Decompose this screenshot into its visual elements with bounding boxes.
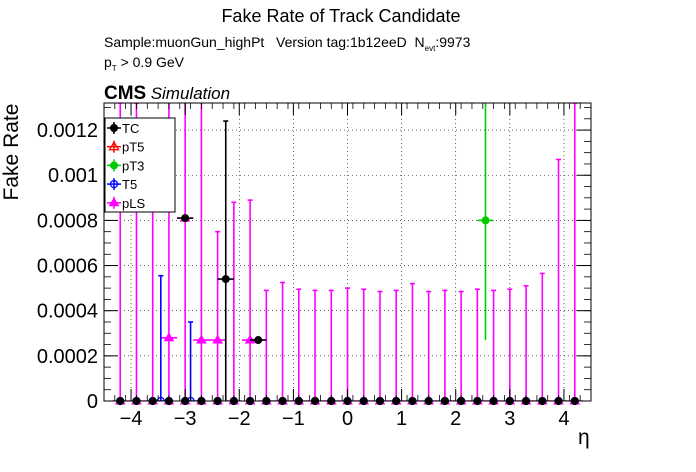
zero-marker-group [260, 395, 272, 406]
point-TC [221, 275, 230, 284]
series-T5 [152, 274, 199, 401]
x-tick-label: 4 [558, 408, 569, 430]
series-pT3 [477, 103, 494, 341]
legend-marker-pT5 [108, 140, 120, 151]
pt-subscript: T [111, 63, 117, 73]
series-TC [177, 120, 267, 401]
chart-subtitle-line1: Sample:muonGun_highPt Version tag:1b12ee… [104, 34, 470, 53]
legend-marker-pLS [108, 197, 120, 207]
legend-label-TC: TC [122, 121, 139, 136]
axis-tick-labels: −4 −3 −2 −1 0 1 2 3 4 0 0.0002 0.0004 0.0006 0.0008 0.… [37, 120, 570, 430]
simulation-text: Simulation [150, 84, 231, 103]
y-tick-label: 0 [87, 391, 98, 413]
y-tick-label: 0.0006 [37, 256, 98, 278]
point-pT3 [481, 216, 490, 225]
legend-label-T5: T5 [122, 177, 137, 192]
sample-label: Sample:muonGun_highPt [104, 34, 265, 50]
pt-label: p [104, 54, 112, 70]
point-pLS [212, 334, 224, 344]
x-tick-label: 0 [342, 408, 353, 430]
y-axis-label: Fake Rate [0, 103, 23, 201]
legend-label-pLS: pLS [122, 196, 145, 211]
point-pLS [163, 332, 175, 342]
y-tick-label: 0.0004 [37, 301, 98, 323]
y-tick-label: 0.001 [48, 165, 98, 187]
x-tick-label: 3 [504, 408, 515, 430]
nevt-label: N [414, 34, 425, 50]
cms-text: CMS [104, 83, 147, 104]
x-axis-label: η [578, 426, 590, 449]
y-tick-label: 0.0002 [37, 346, 98, 368]
cms-label: CMS Simulation [104, 83, 230, 105]
x-tick-label: −1 [282, 408, 305, 430]
legend-marker-pT3 [110, 161, 118, 170]
version-tag: Version tag:1b12eeD [276, 34, 407, 50]
nevt-subscript: evt [424, 43, 436, 53]
legend: TC pT5 pT3 T5 pLS [104, 117, 176, 213]
pt-cut: > 0.9 GeV [116, 54, 185, 70]
y-tick-label: 0.0008 [37, 210, 98, 232]
point-pLS [196, 334, 207, 344]
x-tick-label: −4 [120, 408, 143, 430]
point-TC [181, 214, 190, 223]
x-tick-label: 2 [450, 408, 461, 430]
x-tick-label: 1 [396, 408, 407, 430]
legend-marker-TC [110, 124, 118, 132]
legend-marker-T5 [109, 179, 119, 189]
point-TC [254, 336, 263, 345]
x-tick-label: −3 [174, 408, 197, 430]
legend-label-pT5: pT5 [122, 140, 144, 155]
nevt-value: :9973 [435, 34, 471, 50]
point-T5 [156, 396, 165, 401]
x-tick-label: −2 [228, 408, 251, 430]
legend-label-pT3: pT3 [122, 158, 144, 173]
chart-subtitle-line2: pT > 0.9 GeV [104, 54, 184, 73]
y-tick-label: 0.0012 [37, 120, 98, 142]
chart-title: Fake Rate of Track Candidate [221, 6, 461, 26]
